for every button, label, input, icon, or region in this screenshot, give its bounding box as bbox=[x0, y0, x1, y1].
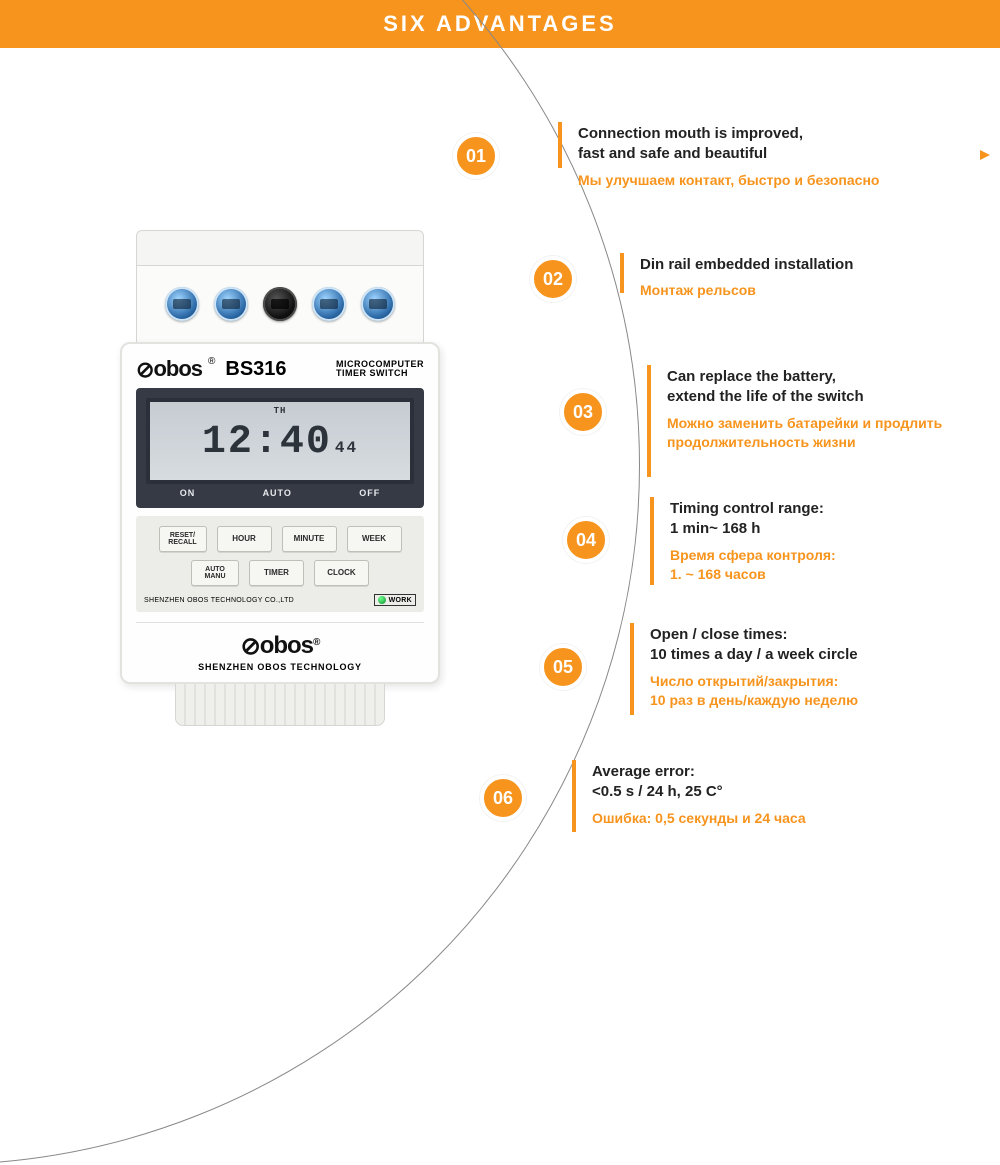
clock-button: CLOCK bbox=[314, 560, 369, 586]
brand-bottom-company: SHENZHEN OBOS TECHNOLOGY bbox=[136, 662, 424, 672]
device-model: BS316 bbox=[225, 358, 286, 381]
header-title: SIX ADVANTAGES bbox=[383, 11, 617, 37]
accent-bar bbox=[558, 122, 562, 168]
brand-logo-bottom: ⊘obos® bbox=[136, 631, 424, 660]
advantage-en-04: Timing control range: 1 min~ 168 h bbox=[670, 499, 836, 540]
accent-bar bbox=[650, 497, 654, 585]
advantage-badge-04: 04 bbox=[563, 517, 609, 563]
accent-bar bbox=[620, 253, 624, 293]
device-lcd: TH 12:40 44 bbox=[146, 398, 414, 484]
accent-bar bbox=[630, 623, 634, 715]
lcd-time-sec: 44 bbox=[335, 440, 358, 456]
device-panel: TH 12:40 44 ON AUTO OFF bbox=[136, 388, 424, 508]
header-bar: SIX ADVANTAGES bbox=[0, 0, 1000, 48]
mode-auto: AUTO bbox=[263, 488, 292, 498]
advantage-badge-03: 03 bbox=[560, 389, 606, 435]
lcd-time-main: 12:40 bbox=[202, 423, 332, 463]
advantage-ru-03: Можно заменить батарейки и продлить прод… bbox=[667, 414, 1000, 453]
work-led: WORK bbox=[374, 594, 416, 606]
week-button: WEEK bbox=[347, 526, 402, 552]
advantage-item-06: Average error: <0.5 s / 24 h, 25 C° Ошибк… bbox=[572, 760, 806, 832]
device-base bbox=[175, 684, 385, 726]
advantage-badge-06: 06 bbox=[480, 775, 526, 821]
footer-company: SHENZHEN OBOS TECHNOLOGY CO.,LTD bbox=[144, 597, 294, 604]
advantage-item-04: Timing control range: 1 min~ 168 h Время … bbox=[650, 497, 836, 585]
advantage-ru-02: Монтаж рельсов bbox=[640, 281, 853, 301]
advantage-item-05: Open / close times: 10 times a day / a w… bbox=[630, 623, 858, 715]
device-top-cap bbox=[136, 230, 424, 266]
advantage-ru-05: Число открытий/закрытия: 10 раз в день/к… bbox=[650, 672, 858, 711]
advantage-item-01: Connection mouth is improved, fast and s… bbox=[558, 122, 879, 190]
device-brand-block: ⊘obos® SHENZHEN OBOS TECHNOLOGY bbox=[136, 622, 424, 672]
advantage-ru-06: Ошибка: 0,5 секунды и 24 часа bbox=[592, 809, 806, 829]
advantage-en-03: Can replace the battery, extend the life… bbox=[667, 367, 1000, 408]
terminal-screw bbox=[165, 287, 199, 321]
led-dot-icon bbox=[378, 596, 386, 604]
advantage-en-06: Average error: <0.5 s / 24 h, 25 C° bbox=[592, 762, 806, 803]
accent-bar bbox=[572, 760, 576, 832]
device-body: ⊘obos ® BS316 MICROCOMPUTER TIMER SWITCH… bbox=[120, 342, 440, 684]
advantage-ru-01: Мы улучшаем контакт, быстро и безопасно bbox=[578, 171, 879, 191]
minute-button: MINUTE bbox=[282, 526, 337, 552]
terminal-screw bbox=[312, 287, 346, 321]
device-buttons: RESET/ RECALL HOUR MINUTE WEEK AUTO MANU… bbox=[136, 516, 424, 612]
device-terminals bbox=[136, 266, 424, 342]
advantage-en-01: Connection mouth is improved, fast and s… bbox=[578, 124, 879, 165]
advantage-badge-02: 02 bbox=[530, 256, 576, 302]
brand-logo: ⊘obos bbox=[136, 356, 202, 382]
lcd-time: 12:40 44 bbox=[158, 423, 402, 463]
lcd-indicators bbox=[158, 468, 402, 478]
arrow-icon bbox=[980, 150, 990, 160]
device-footer-row: SHENZHEN OBOS TECHNOLOGY CO.,LTD WORK bbox=[144, 594, 416, 606]
mode-row: ON AUTO OFF bbox=[146, 488, 414, 498]
device: ⊘obos ® BS316 MICROCOMPUTER TIMER SWITCH… bbox=[120, 230, 440, 726]
timer-button: TIMER bbox=[249, 560, 304, 586]
advantage-ru-04: Время сфера контроля: 1. ~ 168 часов bbox=[670, 546, 836, 585]
accent-bar bbox=[647, 365, 651, 477]
advantage-en-02: Din rail embedded installation bbox=[640, 255, 853, 275]
mode-off: OFF bbox=[359, 488, 380, 498]
advantage-item-02: Din rail embedded installation Монтаж рел… bbox=[620, 253, 853, 301]
advantage-en-05: Open / close times: 10 times a day / a w… bbox=[650, 625, 858, 666]
terminal-screw bbox=[361, 287, 395, 321]
registered-mark: ® bbox=[208, 356, 215, 367]
advantage-badge-01: 01 bbox=[453, 133, 499, 179]
reset-button: RESET/ RECALL bbox=[159, 526, 207, 552]
advantage-item-03: Can replace the battery, extend the life… bbox=[647, 365, 1000, 477]
device-subtitle-2: TIMER SWITCH bbox=[336, 369, 424, 378]
advantage-badge-05: 05 bbox=[540, 644, 586, 690]
terminal-screw bbox=[214, 287, 248, 321]
terminal-screw-dark bbox=[263, 287, 297, 321]
hour-button: HOUR bbox=[217, 526, 272, 552]
lcd-day: TH bbox=[158, 406, 402, 416]
auto-manu-button: AUTO MANU bbox=[191, 560, 239, 586]
mode-on: ON bbox=[180, 488, 196, 498]
device-brand-row: ⊘obos ® BS316 MICROCOMPUTER TIMER SWITCH bbox=[136, 356, 424, 382]
